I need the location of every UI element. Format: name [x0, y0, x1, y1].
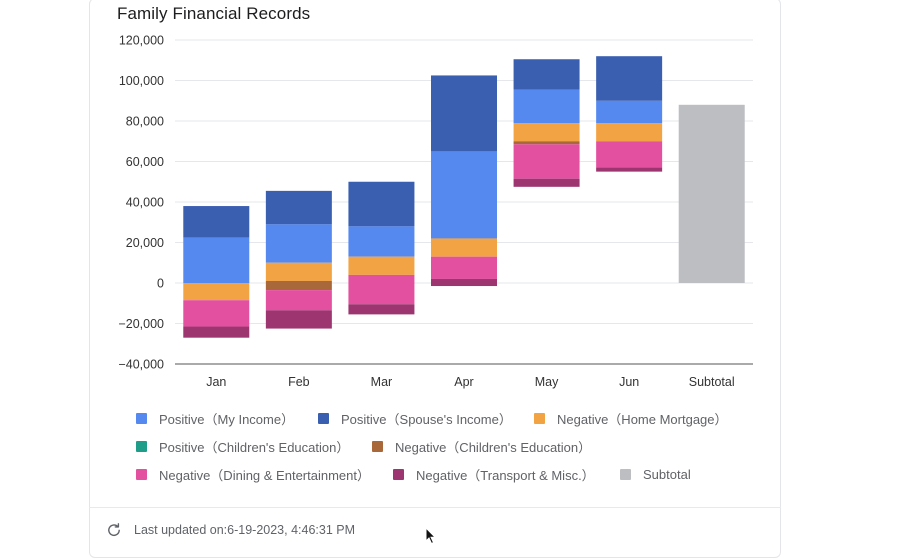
x-tick-label: Jan	[206, 375, 226, 389]
y-tick-label: 100,000	[119, 74, 164, 88]
x-tick-label: Apr	[454, 375, 473, 389]
bar-segment	[265, 310, 332, 329]
legend-label: Positive（My Income）	[159, 411, 295, 427]
bar-segment	[596, 56, 663, 101]
bar-segment	[265, 262, 332, 281]
legend-item-transport-misc[interactable]: Negative（Transport & Misc.）	[393, 464, 595, 484]
legend-label: Subtotal	[643, 466, 691, 482]
legend-item-dining-entertainment[interactable]: Negative（Dining & Entertainment）	[136, 464, 370, 484]
bar-segment	[596, 167, 663, 172]
legend-label: Negative（Children's Education）	[395, 439, 592, 455]
legend-swatch	[372, 440, 383, 452]
x-tick-label: Mar	[371, 375, 393, 389]
legend-label: Positive（Children's Education）	[159, 439, 350, 455]
bar-segment	[348, 256, 415, 275]
bar-segment	[265, 224, 332, 263]
bar-segment	[513, 144, 580, 179]
legend-label: Negative（Home Mortgage）	[557, 411, 728, 427]
bar-segment	[513, 59, 580, 90]
bar-segment	[513, 178, 580, 187]
legend-swatch	[136, 412, 147, 424]
bar-segment	[678, 104, 745, 283]
y-tick-label: 0	[157, 277, 164, 291]
bar-segment	[348, 304, 415, 315]
bar-segment	[431, 75, 497, 152]
y-tick-label: −40,000	[118, 358, 164, 372]
bar-segment	[183, 326, 250, 338]
legend-swatch	[136, 440, 147, 452]
last-updated: Last updated on:6-19-2023, 4:46:31 PM	[106, 522, 355, 538]
bar-segment	[265, 290, 332, 311]
bar-segment	[431, 238, 497, 257]
legend-item-my-income[interactable]: Positive（My Income）	[136, 408, 294, 428]
y-tick-label: 60,000	[126, 155, 164, 169]
legend-item-children-education-positive[interactable]: Positive（Children's Education）	[136, 436, 349, 456]
bar-segment	[596, 100, 663, 124]
legend-label: Negative（Dining & Entertainment）	[159, 467, 370, 483]
x-tick-label: Subtotal	[689, 375, 735, 389]
y-tick-label: 120,000	[119, 34, 164, 48]
y-tick-label: 20,000	[126, 236, 164, 250]
legend-swatch	[318, 412, 329, 424]
legend-swatch	[534, 412, 545, 424]
y-tick-label: 80,000	[126, 115, 164, 129]
chart-area: 120,000 100,000 80,000 60,000 40,000 20,000 0 −…	[118, 34, 753, 389]
last-updated-text: Last updated on:6-19-2023, 4:46:31 PM	[134, 523, 355, 537]
bar-segment	[183, 300, 250, 327]
bar-segment	[183, 283, 250, 301]
bar-segment	[596, 141, 663, 168]
legend-item-subtotal[interactable]: Subtotal	[620, 464, 691, 484]
bar-segment	[348, 274, 415, 305]
legend-swatch	[620, 468, 631, 480]
bar-segment	[596, 123, 663, 142]
footer-divider	[89, 507, 781, 508]
bar-segment	[513, 123, 580, 142]
bar-segment	[183, 237, 250, 283]
bar-segment	[431, 278, 497, 287]
bar-segment	[431, 151, 497, 239]
legend-item-spouse-income[interactable]: Positive（Spouse's Income）	[318, 408, 512, 428]
bar-segment	[265, 190, 332, 225]
chart-title: Family Financial Records	[117, 4, 311, 23]
legend-item-children-education-negative[interactable]: Negative（Children's Education）	[372, 436, 591, 456]
bar-segment	[431, 256, 497, 279]
x-tick-label: May	[535, 375, 559, 389]
y-tick-label: 40,000	[126, 196, 164, 210]
bar-segment	[348, 226, 415, 257]
bar-segment	[513, 89, 580, 124]
bar-segment	[265, 280, 332, 291]
mouse-cursor-icon	[425, 527, 437, 545]
legend-swatch	[136, 468, 147, 480]
x-tick-label: Feb	[288, 375, 310, 389]
legend-label: Positive（Spouse's Income）	[341, 411, 512, 427]
bar-segment	[348, 181, 415, 227]
x-tick-label: Jun	[619, 375, 639, 389]
bar-segment	[183, 206, 250, 238]
bar-segment	[513, 141, 580, 145]
legend-item-home-mortgage[interactable]: Negative（Home Mortgage）	[534, 408, 728, 428]
legend-label: Negative（Transport & Misc.）	[416, 467, 595, 483]
y-tick-label: −20,000	[118, 317, 164, 331]
legend-swatch	[393, 468, 404, 480]
refresh-icon[interactable]	[106, 522, 122, 538]
